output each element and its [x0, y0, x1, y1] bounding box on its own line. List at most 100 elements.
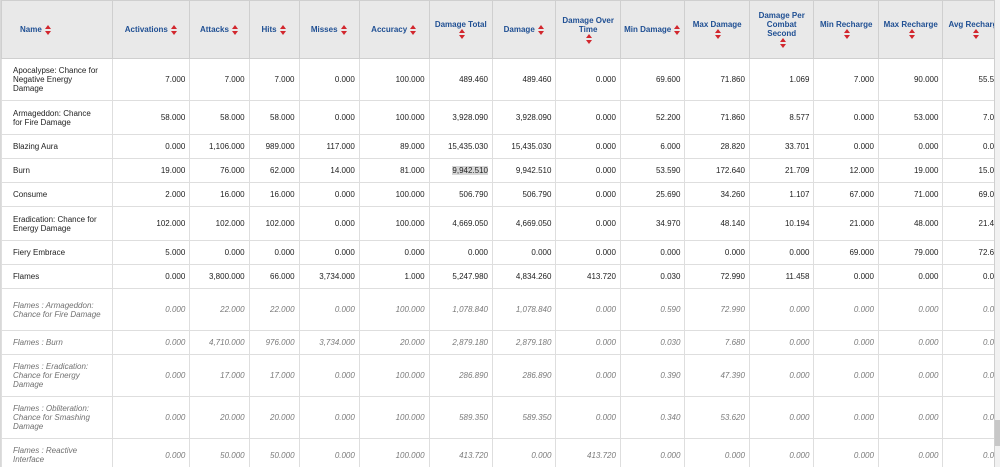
table-row[interactable]: Consume 2.000 16.000 16.000 0.000 100.000 506.…	[1, 182, 998, 207]
table-row[interactable]: Fiery Embrace 5.000 0.000 0.000 0.000 0.000 0.…	[1, 240, 998, 265]
cell-damage-over-time: 413.720	[555, 264, 621, 289]
cell-activations: 0.000	[112, 288, 191, 331]
cell-min-damage: 0.390	[619, 354, 686, 397]
cell-damage-over-time: 0.000	[555, 354, 621, 397]
cell-value: 0.000	[334, 371, 355, 380]
cell-value: 0.000	[595, 413, 616, 422]
column-header-max-damage[interactable]: Max Damage	[684, 0, 750, 59]
cell-avg-recharge: 0.000	[942, 330, 998, 355]
cell-accuracy: 100.000	[358, 288, 430, 331]
cell-min-damage: 0.030	[619, 264, 686, 289]
table-row[interactable]: Flames : Armageddon: Chance for Fire Dam…	[1, 288, 998, 331]
column-header-attacks[interactable]: Attacks	[189, 0, 250, 59]
column-header-min-damage[interactable]: Min Damage	[619, 0, 686, 59]
column-header-damage-over-time[interactable]: Damage Over Time	[555, 0, 621, 59]
sort-arrows-icon[interactable]	[973, 29, 980, 40]
table-row[interactable]: Flames : Reactive Interface 0.000 50.000 50…	[1, 438, 998, 467]
cell-value: 7.000	[165, 75, 186, 84]
cell-hits: 17.000	[248, 354, 300, 397]
power-name-cell: Flames : Eradication: Chance for Energy …	[1, 354, 114, 397]
sort-arrows-icon[interactable]	[340, 24, 348, 35]
cell-value: 72.990	[720, 305, 745, 314]
column-header-activations[interactable]: Activations	[112, 0, 191, 59]
cell-value: 17.000	[270, 371, 295, 380]
cell-value: 34.260	[720, 190, 745, 199]
sort-arrows-icon[interactable]	[231, 24, 239, 35]
sort-arrows-icon[interactable]	[44, 24, 52, 35]
cell-value: 0.000	[595, 305, 616, 314]
cell-attacks: 7.000	[189, 58, 250, 101]
sort-arrows-icon[interactable]	[779, 38, 787, 48]
column-header-name[interactable]: Name	[1, 0, 114, 59]
scrollbar-thumb[interactable]	[995, 420, 1000, 446]
table-row[interactable]: Flames : Burn 0.000 4,710.000 976.000 3,734.…	[1, 330, 998, 355]
table-row[interactable]: Blazing Aura 0.000 1,106.000 989.000 117.000…	[1, 134, 998, 159]
column-header-dpcs[interactable]: Damage Per Combat Second	[748, 0, 815, 59]
cell-value: 0.000	[165, 142, 186, 151]
column-header-accuracy[interactable]: Accuracy	[358, 0, 430, 59]
column-header-label: Damage Over Time	[562, 15, 614, 34]
sort-arrows-icon[interactable]	[908, 29, 916, 40]
column-header-damage[interactable]: Damage	[491, 0, 557, 59]
cell-value: 5.000	[165, 248, 186, 257]
sort-arrows-icon[interactable]	[410, 24, 417, 35]
cell-max-recharge: 0.000	[877, 288, 944, 331]
table-row[interactable]: Flames : Obliteration: Chance for Smashi…	[1, 396, 998, 439]
cell-dpcs: 0.000	[748, 396, 815, 439]
sort-arrows-icon[interactable]	[170, 24, 178, 35]
cell-value: 19.000	[913, 166, 939, 175]
cell-dpcs: 0.000	[748, 354, 815, 397]
sort-arrows-icon[interactable]	[844, 29, 851, 40]
cell-value: 10.194	[784, 219, 810, 228]
cell-avg-recharge: 0.000	[942, 396, 998, 439]
sort-arrows-icon[interactable]	[674, 24, 681, 35]
cell-value: 0.000	[595, 190, 616, 199]
cell-value: 69.000	[978, 190, 998, 199]
cell-avg-recharge: 0.000	[942, 438, 998, 467]
table-row[interactable]: Eradication: Chance for Energy Damage 102…	[1, 206, 998, 241]
cell-value: 0.000	[334, 413, 355, 422]
column-header-avg-recharge[interactable]: Avg Recharge	[942, 0, 998, 59]
table-row[interactable]: Apocalypse: Chance for Negative Energy D…	[1, 58, 998, 101]
sort-arrows-icon[interactable]	[537, 24, 545, 35]
cell-value: 28.820	[720, 142, 745, 151]
table-row[interactable]: Flames : Eradication: Chance for Energy …	[1, 354, 998, 397]
cell-min-recharge: 21.000	[813, 206, 879, 241]
cell-value: 72.600	[978, 248, 998, 257]
sort-arrows-icon[interactable]	[279, 24, 287, 35]
cell-misses: 0.000	[298, 100, 360, 135]
column-header-misses[interactable]: Misses	[298, 0, 360, 59]
cell-value: 0.000	[165, 272, 186, 281]
cell-value: 100.000	[395, 371, 425, 380]
cell-accuracy: 100.000	[358, 354, 430, 397]
cell-activations: 0.000	[112, 264, 191, 289]
column-header-min-recharge[interactable]: Min Recharge	[813, 0, 879, 59]
cell-value: 1,106.000	[209, 142, 245, 151]
cell-misses: 0.000	[298, 438, 360, 467]
column-header-label: Attacks	[199, 25, 229, 34]
cell-value: 50.000	[270, 450, 295, 460]
column-header-label: Damage Per Combat Second	[758, 11, 805, 38]
table-row[interactable]: Flames 0.000 3,800.000 66.000 3,734.000 1.000…	[1, 264, 998, 289]
vertical-scrollbar[interactable]	[994, 0, 1000, 467]
cell-max-damage: 71.860	[684, 100, 750, 135]
column-header-damage-total[interactable]: Damage Total	[428, 0, 493, 59]
column-header-max-recharge[interactable]: Max Recharge	[877, 0, 944, 59]
power-name-cell: Armageddon: Chance for Fire Damage	[1, 100, 114, 135]
power-name-cell: Flames	[1, 264, 114, 289]
cell-value: 12.000	[849, 166, 874, 175]
cell-accuracy: 100.000	[358, 58, 430, 101]
cell-damage-total: 413.720	[428, 438, 493, 467]
sort-arrows-icon[interactable]	[586, 33, 593, 44]
table-row[interactable]: Armageddon: Chance for Fire Damage 58.000…	[1, 100, 998, 135]
sort-arrows-icon[interactable]	[715, 29, 722, 40]
sort-arrows-icon[interactable]	[458, 29, 466, 40]
table-row[interactable]: Burn 19.000 76.000 62.000 14.000 81.000 9,942.…	[1, 158, 998, 183]
cell-damage: 0.000	[491, 438, 557, 467]
cell-value: 0.000	[334, 190, 355, 199]
power-name-cell: Flames : Reactive Interface	[1, 438, 114, 467]
cell-max-damage: 7.680	[684, 330, 750, 355]
cell-value: 0.000	[165, 305, 186, 314]
column-header-hits[interactable]: Hits	[248, 0, 300, 59]
